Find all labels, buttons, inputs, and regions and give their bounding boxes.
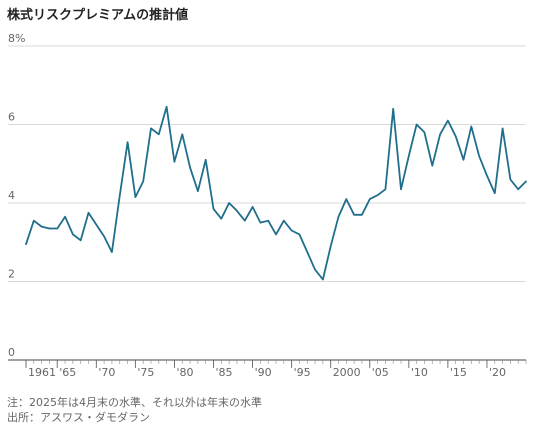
x-tick-label: '70 (98, 366, 115, 379)
x-tick-label: '90 (255, 366, 272, 379)
y-tick-label: 2 (8, 268, 15, 281)
x-tick-label: '65 (59, 366, 76, 379)
series-line (25, 105, 527, 281)
chart-title: 株式リスクプレミアムの推計値 (7, 8, 189, 23)
x-tick-label: 1961 (28, 366, 56, 379)
x-axis: 1961'65 '70 '75 '80 '85 '90 '95 2000 '05 '10 '15 '2… (25, 360, 527, 379)
x-tick-label: '15 (450, 366, 467, 379)
y-tick-label: 4 (8, 189, 15, 202)
x-tick-label: '10 (411, 366, 428, 379)
footnote: 注：2025年は4月末の水準、それ以外は年末の水準 (7, 396, 262, 409)
y-tick-label: 6 (8, 111, 15, 124)
x-tick-label: '20 (489, 366, 506, 379)
x-tick-label: '85 (216, 366, 233, 379)
y-tick-label: 0 (8, 346, 15, 359)
grid-lines (8, 45, 526, 361)
x-tick-label: '75 (137, 366, 154, 379)
x-tick-label: 2000 (333, 366, 361, 379)
series-group (25, 105, 527, 281)
x-tick-label: '80 (176, 366, 193, 379)
x-tick-label: '95 (294, 366, 311, 379)
x-tick-label: '05 (372, 366, 389, 379)
y-tick-label: 8% (8, 32, 25, 45)
y-axis-ticks: 8% 6 4 2 0 (8, 32, 25, 359)
source-note: 出所：アスワス・ダモダラン (7, 411, 150, 424)
